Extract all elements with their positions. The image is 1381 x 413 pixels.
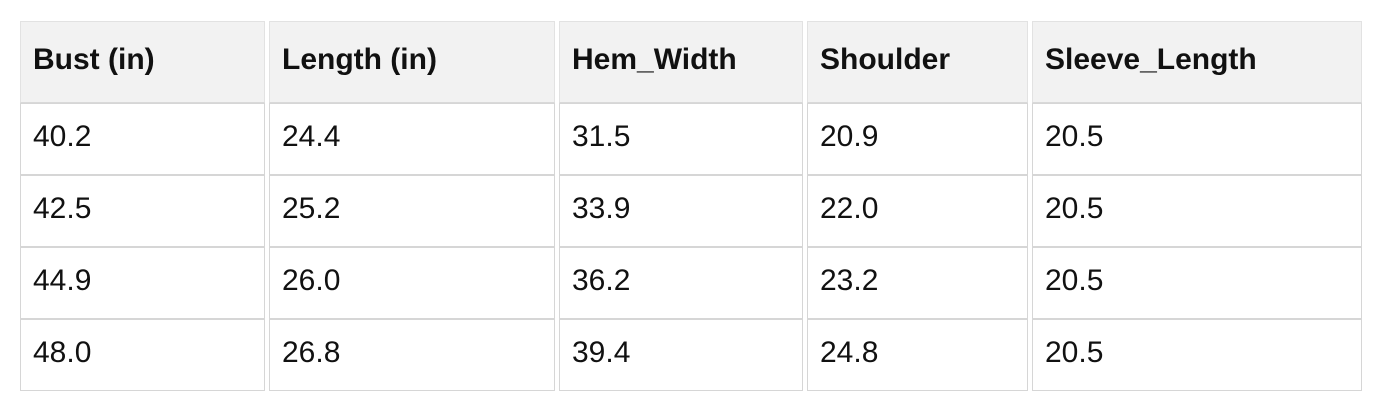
table-cell: 20.5	[1032, 175, 1362, 247]
header-cell-sleeve-length: Sleeve_Length	[1032, 21, 1362, 103]
table-cell: 31.5	[559, 103, 803, 175]
table-cell: 25.2	[269, 175, 555, 247]
table-row: 42.5 25.2 33.9 22.0 20.5	[20, 175, 1362, 247]
table-cell: 20.5	[1032, 103, 1362, 175]
table-row: 44.9 26.0 36.2 23.2 20.5	[20, 247, 1362, 319]
table-cell: 20.5	[1032, 247, 1362, 319]
table-body: 40.2 24.4 31.5 20.9 20.5 42.5 25.2 33.9 …	[20, 103, 1362, 391]
header-cell-hem-width: Hem_Width	[559, 21, 803, 103]
header-cell-shoulder: Shoulder	[807, 21, 1028, 103]
size-chart-table: Bust (in) Length (in) Hem_Width Shoulder…	[16, 21, 1366, 391]
table-cell: 24.8	[807, 319, 1028, 391]
table-cell: 20.5	[1032, 319, 1362, 391]
header-cell-length: Length (in)	[269, 21, 555, 103]
table-cell: 24.4	[269, 103, 555, 175]
table-row: 48.0 26.8 39.4 24.8 20.5	[20, 319, 1362, 391]
table-cell: 44.9	[20, 247, 265, 319]
table-cell: 20.9	[807, 103, 1028, 175]
table-header: Bust (in) Length (in) Hem_Width Shoulder…	[20, 21, 1362, 103]
header-cell-bust: Bust (in)	[20, 21, 265, 103]
table-cell: 22.0	[807, 175, 1028, 247]
table-cell: 26.8	[269, 319, 555, 391]
table-cell: 23.2	[807, 247, 1028, 319]
table-cell: 39.4	[559, 319, 803, 391]
table-cell: 40.2	[20, 103, 265, 175]
table-cell: 26.0	[269, 247, 555, 319]
table-cell: 42.5	[20, 175, 265, 247]
table-cell: 33.9	[559, 175, 803, 247]
size-chart-container: Bust (in) Length (in) Hem_Width Shoulder…	[16, 21, 1366, 391]
table-row: 40.2 24.4 31.5 20.9 20.5	[20, 103, 1362, 175]
table-cell: 36.2	[559, 247, 803, 319]
header-row: Bust (in) Length (in) Hem_Width Shoulder…	[20, 21, 1362, 103]
table-cell: 48.0	[20, 319, 265, 391]
